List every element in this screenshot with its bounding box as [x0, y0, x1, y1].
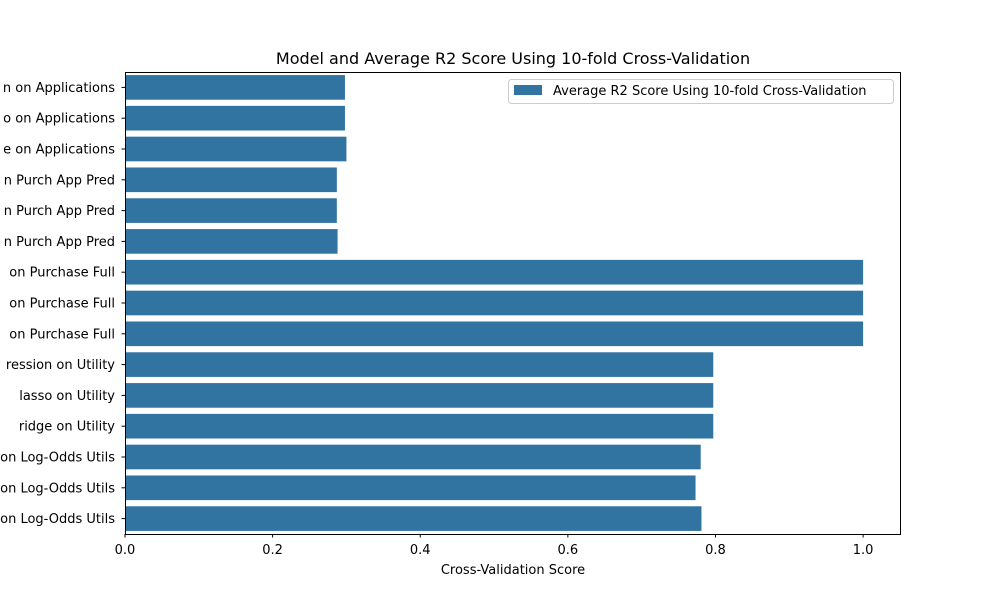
legend-label: Average R2 Score Using 10-fold Cross-Val… — [553, 84, 867, 99]
bar — [125, 198, 337, 223]
chart-title: Model and Average R2 Score Using 10-fold… — [276, 49, 750, 68]
y-tick-label: on Purchase Full — [9, 297, 115, 312]
bar — [125, 413, 714, 439]
x-tick-label: 0.4 — [410, 543, 431, 558]
bar — [125, 136, 347, 162]
y-tick-label: n Purch App Pred — [4, 173, 115, 188]
y-tick-label: ridge on Utility — [19, 420, 115, 435]
legend-swatch — [514, 85, 542, 95]
x-tick-label: 0.2 — [262, 543, 283, 558]
y-axis: n on Applications o on Applications e on A… — [0, 81, 125, 527]
x-axis-label: Cross-Validation Score — [441, 563, 585, 578]
bar — [125, 290, 864, 316]
y-tick-label: ression on Utility — [6, 358, 115, 373]
x-axis: 0.0 0.2 0.4 0.6 0.8 1.0 — [115, 534, 874, 558]
x-tick-label: 1.0 — [853, 543, 874, 558]
bar — [125, 506, 702, 531]
legend-box — [508, 79, 894, 104]
bar — [125, 475, 696, 501]
x-tick-label: 0.6 — [558, 543, 579, 558]
x-tick-label: 0.8 — [705, 543, 726, 558]
y-tick-label: on Purchase Full — [9, 327, 115, 342]
y-tick-label: lasso on Utility — [19, 389, 115, 404]
bar — [125, 321, 864, 347]
bars-layer — [125, 75, 864, 531]
bar — [125, 259, 864, 285]
bar — [125, 444, 701, 470]
plot-frame — [125, 72, 901, 535]
y-tick-label: e on Applications — [3, 143, 115, 158]
bar — [125, 167, 337, 193]
y-tick-label: n Purch App Pred — [4, 204, 115, 219]
y-tick-label: o on Applications — [3, 112, 115, 127]
x-tick-label: 0.0 — [115, 543, 136, 558]
bar — [125, 352, 714, 377]
y-tick-label: on Purchase Full — [9, 266, 115, 281]
bar — [125, 383, 714, 408]
bar — [125, 229, 338, 254]
legend: Average R2 Score Using 10-fold Cross-Val… — [508, 79, 894, 104]
y-tick-label: on Log-Odds Utils — [0, 512, 115, 527]
bar — [125, 105, 345, 131]
bar — [125, 75, 345, 100]
y-tick-label: on Log-Odds Utils — [0, 481, 115, 496]
y-tick-label: n on Applications — [3, 81, 115, 96]
y-tick-label: on Log-Odds Utils — [0, 451, 115, 466]
y-tick-label: n Purch App Pred — [4, 235, 115, 250]
